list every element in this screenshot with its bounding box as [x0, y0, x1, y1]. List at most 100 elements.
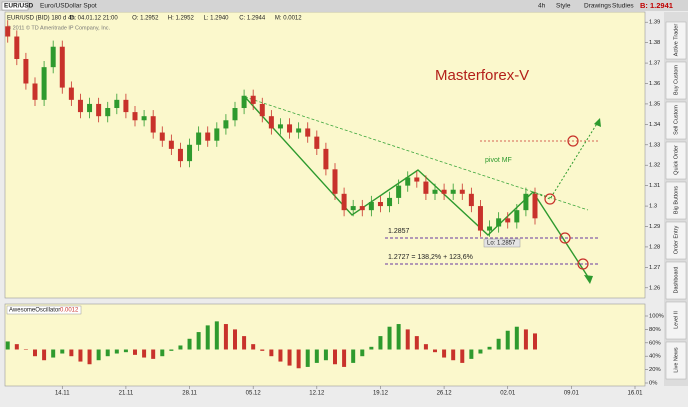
forecast-down	[532, 191, 591, 281]
candle-body	[50, 46, 56, 68]
oscillator-bar	[305, 349, 310, 367]
y-tick-label: 1.35	[649, 101, 660, 107]
x-tick-label: 28.11	[182, 391, 197, 397]
candle-body	[459, 189, 465, 194]
toolbar-button[interactable]: Studies	[612, 3, 634, 10]
oscillator-bar	[223, 324, 228, 350]
header-field: M: 0.0012	[275, 16, 302, 22]
x-tick-label: 12.12	[309, 391, 325, 397]
oscillator-bar	[378, 336, 383, 350]
side-tab[interactable]	[665, 21, 687, 60]
oscillator-bar	[505, 330, 510, 350]
bid: B: 1.2941	[640, 1, 673, 10]
candle-body	[341, 193, 347, 211]
side-tab[interactable]	[665, 141, 687, 180]
x-tick-label: 19.12	[373, 391, 389, 397]
oscillator-bar	[151, 349, 156, 359]
y-tick-label: 1.28	[649, 244, 660, 250]
oscillator-bar	[133, 349, 137, 355]
copyright: © 2011 © TD Ameritrade IP Company, Inc.	[7, 24, 111, 31]
oscillator-bar	[342, 349, 347, 367]
side-tab[interactable]	[665, 221, 687, 260]
header-field: O: 1.2952	[132, 16, 159, 22]
candle-body	[141, 116, 147, 121]
oscillator-bar	[42, 349, 47, 361]
oscillator-bar	[333, 349, 337, 365]
candle-body	[296, 128, 302, 133]
side-tab-label: Order Entry	[673, 226, 679, 255]
candle-body	[150, 116, 156, 133]
header-field: L: 1.2940	[204, 16, 230, 22]
y-tick-label: 1.39	[649, 20, 660, 26]
candle-body	[277, 124, 283, 129]
study-title: AwesomeOscillator	[9, 308, 60, 314]
candle-body	[96, 103, 102, 117]
candle-body	[187, 144, 193, 162]
y-tick-label: 1.38	[649, 40, 660, 46]
candle-body	[405, 177, 411, 186]
oscillator-bar	[160, 349, 165, 357]
candle-body	[414, 177, 420, 182]
toolbar-button[interactable]: Drawings	[584, 3, 612, 10]
y-tick-label: 1.26	[649, 285, 660, 291]
oscillator-bar	[51, 349, 56, 358]
side-tab[interactable]	[665, 181, 687, 220]
oscillator-bar	[242, 336, 247, 350]
trend-line	[244, 96, 589, 211]
side-tab[interactable]	[665, 61, 687, 100]
candle-body	[359, 206, 365, 211]
oscillator-bar	[451, 349, 456, 361]
study-header: EUR/USD (BID) 180 d 4h	[7, 16, 75, 22]
toolbar-button[interactable]: Style	[556, 3, 571, 10]
oscillator-bar	[233, 329, 237, 350]
oscillator-bar	[405, 329, 410, 350]
side-tab[interactable]	[665, 101, 687, 140]
oscillator-bar	[478, 349, 483, 354]
oscillator-bar	[178, 345, 183, 350]
y-tick-label: 1.27	[649, 265, 660, 271]
y-tick-label: 100%	[649, 314, 664, 320]
candle-body	[314, 136, 320, 149]
candle-body	[396, 185, 402, 198]
y-tick-label: 1.36	[649, 81, 660, 87]
oscillator-bar	[469, 349, 474, 359]
oscillator-bar	[323, 349, 328, 361]
candle-body	[505, 218, 511, 223]
oscillator-bar	[523, 329, 528, 350]
oscillator-bar	[196, 332, 201, 350]
x-tick-label: 21.11	[119, 391, 134, 397]
oscillator-bar	[487, 346, 492, 350]
candle-body	[259, 103, 265, 117]
candle-body	[350, 206, 356, 211]
candle-body	[305, 128, 311, 137]
candle-body	[205, 132, 211, 141]
oscillator-bar	[5, 341, 10, 350]
side-tab[interactable]	[665, 341, 687, 380]
symbol-box[interactable]	[1, 1, 29, 11]
oscillator-bar	[533, 333, 537, 350]
oscillator-bar	[114, 349, 119, 354]
annotation: Masterforex-V	[435, 67, 529, 84]
oscillator-bar	[87, 349, 92, 365]
candle-body	[387, 197, 393, 207]
y-tick-label: 40%	[649, 354, 661, 360]
oscillator-bar	[278, 349, 283, 362]
oscillator-bar	[78, 349, 83, 362]
period[interactable]: 4h	[538, 3, 546, 10]
candle-body	[23, 58, 29, 84]
candle-body	[68, 87, 74, 100]
side-tab[interactable]	[665, 301, 687, 340]
oscillator-bar	[23, 349, 28, 350]
candle-body	[77, 99, 83, 113]
zigzag	[244, 96, 534, 236]
y-tick-label: 1.33	[649, 142, 660, 148]
annotation: Lo: 1.2857	[487, 241, 516, 247]
candle-body	[250, 95, 256, 104]
candle-body	[368, 201, 374, 211]
oscillator-bar	[123, 349, 128, 353]
oscillator-bar	[105, 349, 110, 357]
candle-body	[423, 181, 429, 194]
study-label-box	[6, 305, 82, 315]
x-tick-label: 16.01	[627, 391, 643, 397]
side-tab[interactable]	[665, 261, 687, 300]
